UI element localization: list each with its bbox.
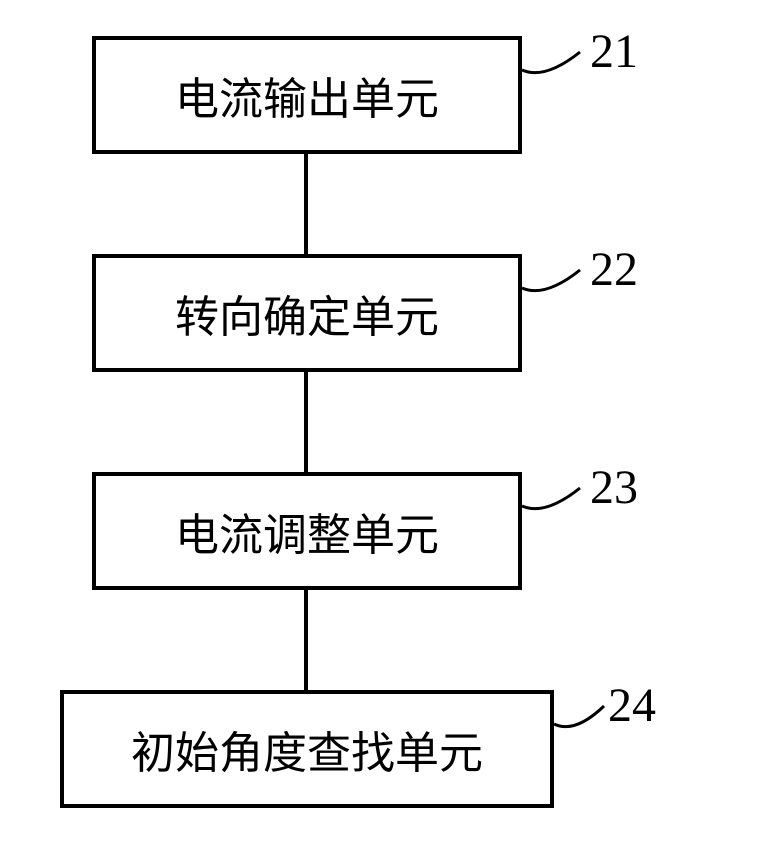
diagram-canvas: 电流输出单元21转向确定单元22电流调整单元23初始角度查找单元24 bbox=[0, 0, 759, 854]
node-n4-callout bbox=[0, 0, 759, 854]
